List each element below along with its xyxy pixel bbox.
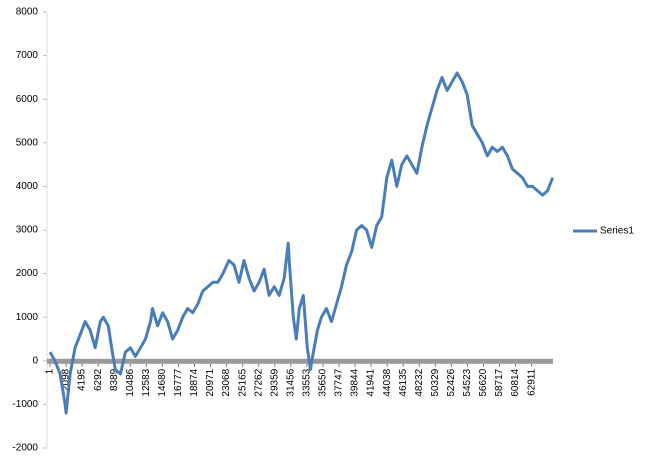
x-tick-label: 48232 [414, 368, 425, 396]
x-tick-label: 41941 [366, 368, 377, 396]
y-tick-label: 2000 [16, 268, 39, 279]
x-tick-label: 2098 [61, 368, 72, 391]
x-tick-label: 18874 [189, 368, 200, 396]
x-tick-label: 6292 [93, 368, 104, 391]
y-tick-label: 3000 [16, 225, 39, 236]
x-tick-label: 33553 [302, 368, 313, 396]
y-tick-label: 6000 [16, 94, 39, 105]
x-tick-label: 54523 [462, 368, 473, 396]
y-tick-label: 4000 [16, 181, 39, 192]
series-line [48, 71, 555, 415]
x-tick-label: 14680 [157, 368, 168, 396]
x-tick-label: 29359 [269, 368, 280, 396]
x-tick-label: 35650 [318, 368, 329, 396]
y-tick-label: 1000 [16, 312, 39, 323]
x-tick-label: 62911 [526, 368, 537, 396]
y-tick-label: -1000 [12, 399, 38, 410]
x-tick-label: 58717 [494, 368, 505, 396]
y-tick-label: 8000 [16, 7, 39, 18]
x-tick-label: 4195 [77, 368, 88, 391]
x-axis [47, 358, 553, 364]
x-tick-label: 23068 [221, 368, 232, 396]
x-tick-label: 16777 [173, 368, 184, 396]
x-tick-label: 31456 [285, 368, 296, 396]
x-tick-label: 46135 [398, 368, 409, 396]
y-tick-label: 5000 [16, 137, 39, 148]
x-tick-label: 8389 [109, 368, 120, 391]
x-tick-label: 1 [45, 368, 56, 374]
x-tick-label: 12583 [141, 368, 152, 396]
x-tick-label: 52426 [446, 368, 457, 396]
x-tick-label: 10486 [125, 368, 136, 396]
x-tick-label: 20971 [205, 368, 216, 396]
y-tick-label: -2000 [12, 443, 38, 454]
x-tick-label: 25165 [237, 368, 248, 396]
x-tick-label: 56620 [478, 368, 489, 396]
y-tick-label: 0 [32, 355, 38, 366]
legend-label: Series1 [600, 226, 634, 237]
x-tick-label: 39844 [350, 368, 361, 396]
x-tick-label: 44038 [382, 368, 393, 396]
x-tick-label: 37747 [334, 368, 345, 396]
x-tick-label: 27262 [253, 368, 264, 396]
x-tick-label: 60814 [510, 368, 521, 396]
x-tick-label: 50329 [430, 368, 441, 396]
y-tick-label: 7000 [16, 50, 39, 61]
